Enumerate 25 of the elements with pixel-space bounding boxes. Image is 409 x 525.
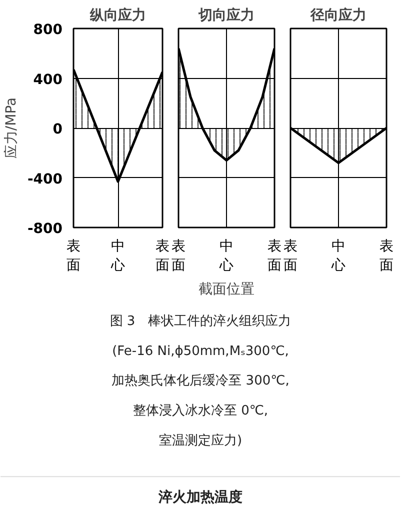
text: 整体浸入冰水冷至 0℃, <box>132 403 268 418</box>
y-tick-label: 0 <box>52 122 63 138</box>
caption: 图 3 棒状工件的淬火组织应力 <box>110 312 292 329</box>
x-tick-label: 表面 <box>172 238 186 274</box>
chart-title: 切向应力 <box>198 6 254 24</box>
x-tick-label: 中心 <box>218 238 234 274</box>
y-tick-label: 800 <box>33 22 63 38</box>
x-tick-label: 表面 <box>66 238 80 274</box>
text: 加热奥氏体化后缓冷至 300℃, <box>112 374 290 389</box>
text: 淬火加热温度 <box>158 488 242 506</box>
y-axis-title: 应力/MPa <box>3 97 20 159</box>
x-axis-title: 截面位置 <box>198 282 254 298</box>
chart-title: 径向应力 <box>310 6 366 24</box>
y-tick-label: 400 <box>33 72 63 88</box>
x-tick-label: 表面 <box>380 238 394 274</box>
text: 室温测定应力) <box>158 432 242 448</box>
x-tick-label: 表面 <box>268 238 282 274</box>
y-tick-label: -400 <box>27 171 63 188</box>
x-tick-label: 表面 <box>284 238 298 274</box>
x-tick-label: 中心 <box>110 238 125 274</box>
x-tick-label: 表面 <box>156 238 170 274</box>
chart-title: 纵向应力 <box>89 6 146 24</box>
y-tick-label: -800 <box>27 221 63 237</box>
text: (Fe-16 Ni,ϕ50mm,Mₛ300℃, <box>112 344 289 359</box>
x-tick-label: 中心 <box>330 238 346 274</box>
